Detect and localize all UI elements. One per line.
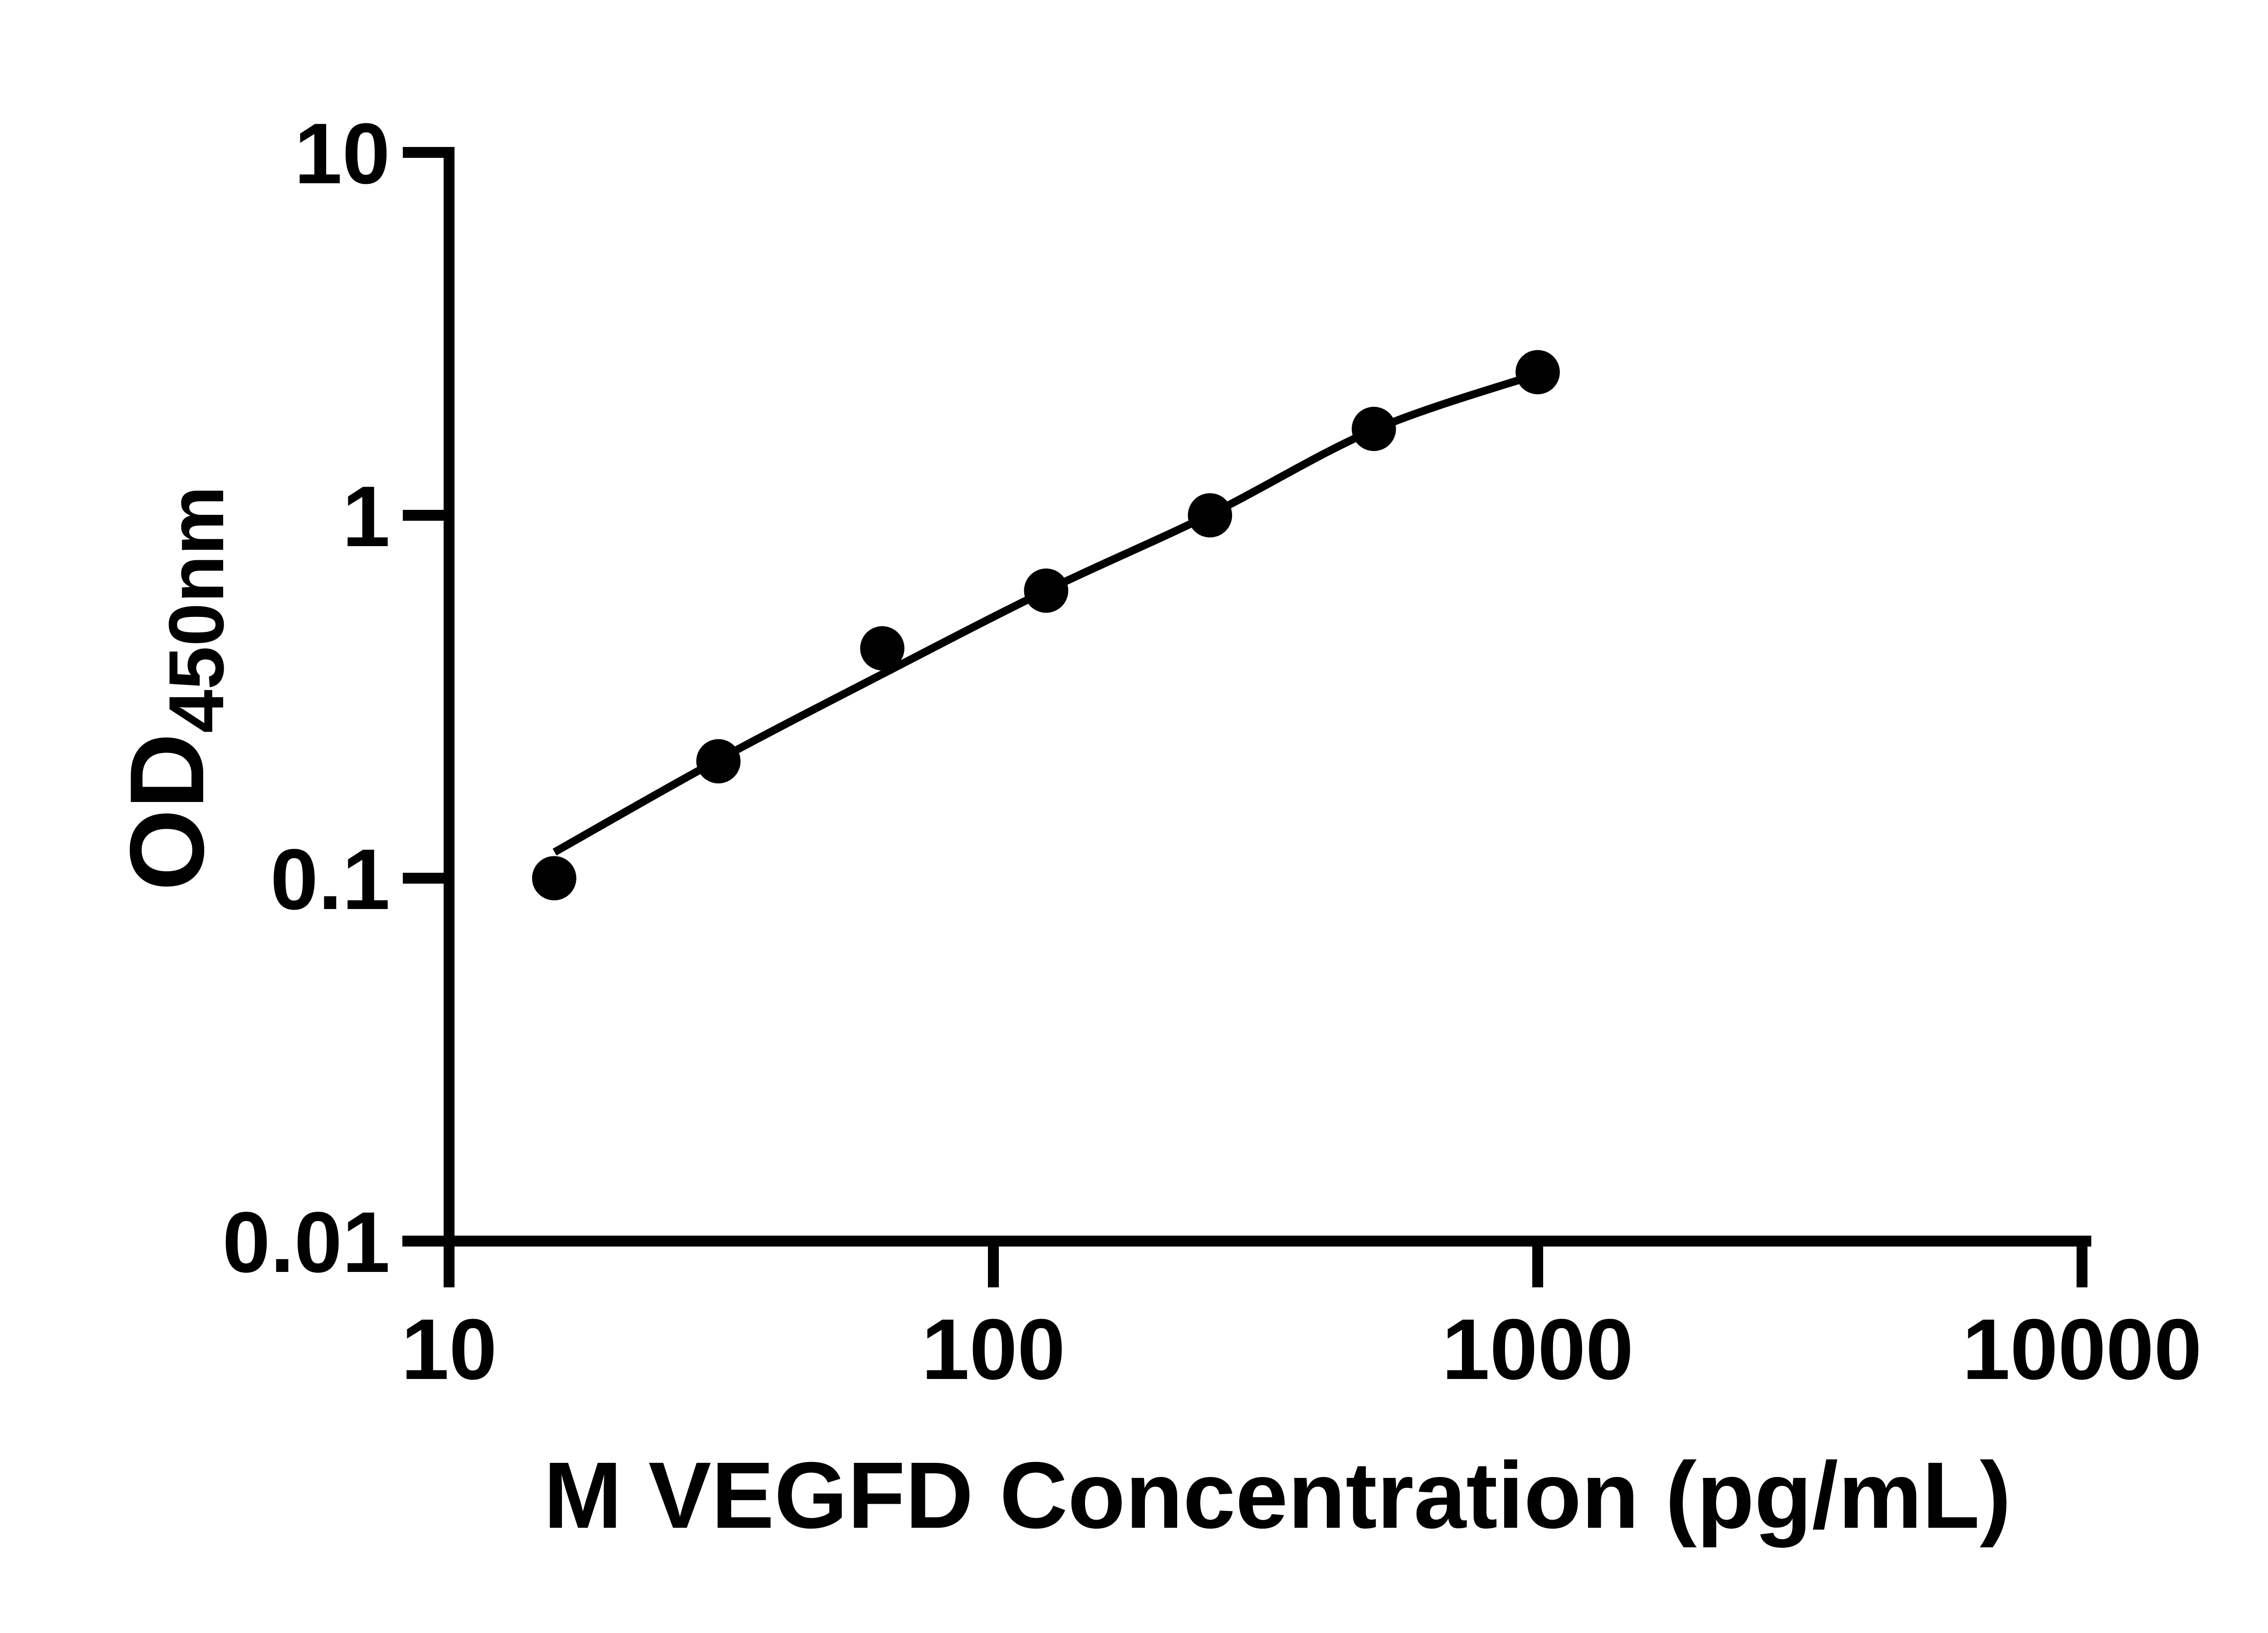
- x-tick-label: 10000: [1962, 1301, 2202, 1398]
- y-tick-label: 0.01: [222, 1194, 390, 1291]
- axes-group: [402, 147, 2092, 1287]
- y-tick-label: 1: [342, 469, 390, 565]
- data-points-group: [532, 350, 1560, 900]
- x-tick-label: 100: [921, 1301, 1065, 1398]
- y-axis-title-main: OD: [108, 733, 226, 891]
- y-axis-title-sub: 450nm: [153, 486, 240, 733]
- tick-labels-group: 0.01 0.1 1 10 10 100 1000 10000: [222, 106, 2202, 1398]
- data-point: [1515, 350, 1560, 395]
- ticks-group: [403, 147, 2087, 1287]
- fit-curve-line: [552, 370, 1539, 856]
- data-point: [532, 856, 577, 900]
- data-point: [1351, 406, 1396, 451]
- y-axis-title: OD450nm: [108, 486, 240, 891]
- x-tick-label: 10: [401, 1301, 497, 1398]
- x-tick-label: 1000: [1442, 1301, 1634, 1398]
- data-point: [1188, 493, 1232, 538]
- y-tick-label: 10: [294, 106, 390, 202]
- data-point: [696, 739, 741, 784]
- fit-curve-group: [552, 370, 1539, 856]
- y-tick-label: 0.1: [270, 831, 390, 928]
- data-point: [860, 626, 904, 671]
- x-axis-title: M VEGFD Concentration (pg/mL): [543, 1443, 2011, 1548]
- data-point: [1024, 568, 1069, 613]
